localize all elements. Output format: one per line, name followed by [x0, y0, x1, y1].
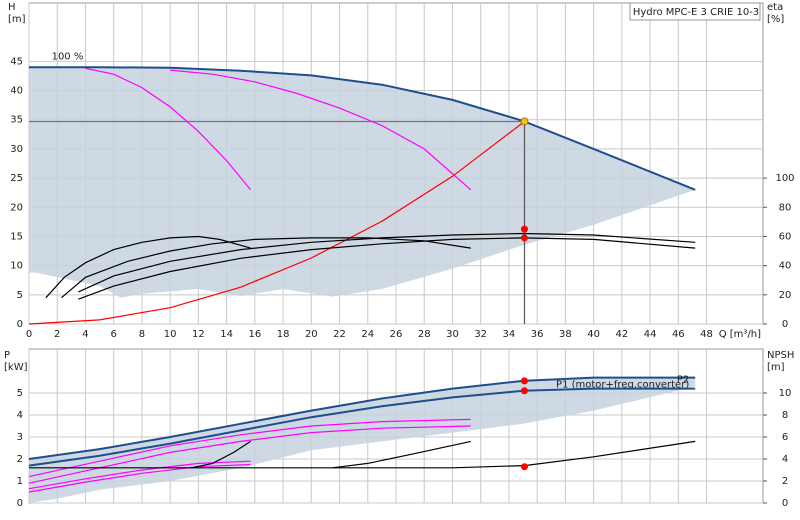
y-tick-label: 35: [10, 115, 23, 126]
x-tick-label: 14: [220, 329, 233, 340]
curve: [45, 235, 251, 299]
envelope-area: [29, 67, 696, 298]
y-tick-label: 5: [17, 388, 23, 399]
x-tick-label: 34: [503, 329, 516, 340]
x-tick-label: 0: [26, 329, 32, 340]
envelope-area: [29, 377, 696, 503]
y2-tick-label: 8: [782, 410, 788, 421]
y2-axis-label: [%]: [767, 14, 784, 25]
x-tick-label: 8: [139, 329, 145, 340]
x-tick-label: 38: [559, 329, 572, 340]
curve: [28, 121, 525, 325]
point: [520, 463, 528, 471]
y-tick-label: 30: [10, 144, 23, 155]
curve: [29, 440, 696, 469]
y2-tick-label: 80: [779, 202, 792, 213]
y-tick-label: 1: [17, 476, 23, 487]
point: [520, 377, 528, 385]
point: [520, 225, 528, 233]
curve: [29, 66, 696, 191]
x-tick-label: 46: [672, 329, 685, 340]
curve: [78, 232, 696, 293]
y2-tick-label: 10: [779, 388, 792, 399]
series-label: P2: [677, 375, 689, 386]
y2-tick-label: 0: [782, 319, 788, 330]
x-tick-label: 42: [615, 329, 628, 340]
curve: [85, 67, 252, 191]
chart-title: Hydro MPC-E 3 CRIE 10-3: [633, 7, 759, 18]
curve: [332, 440, 471, 469]
x-tick-label: 24: [361, 329, 374, 340]
curve: [170, 69, 472, 191]
y-tick-label: 40: [10, 86, 23, 97]
curve: [28, 418, 471, 478]
y2-tick-label: 40: [779, 261, 792, 272]
x-tick-label: 30: [446, 329, 459, 340]
y-tick-label: 0: [17, 498, 23, 509]
x-tick-label: 10: [164, 329, 177, 340]
series-label: P1 (motor+freq.converter): [556, 380, 689, 391]
y2-tick-label: 100: [775, 173, 794, 184]
y-axis-label: H: [8, 2, 16, 13]
x-tick-label: 36: [531, 329, 544, 340]
y-tick-label: 2: [17, 454, 23, 465]
point: [520, 117, 529, 126]
x-tick-label: 6: [111, 329, 117, 340]
x-tick-label: 44: [644, 329, 657, 340]
y-tick-label: 20: [10, 202, 23, 213]
y-tick-label: 45: [10, 56, 23, 67]
x-tick-label: 12: [192, 329, 205, 340]
point: [520, 387, 528, 395]
y-axis-label: [kW]: [4, 362, 28, 373]
x-tick-label: 22: [333, 329, 346, 340]
point: [520, 234, 528, 242]
y2-axis-label: [m]: [767, 362, 785, 373]
y2-axis-label: eta: [767, 2, 783, 13]
x-tick-label: 16: [248, 329, 261, 340]
y-tick-label: 25: [10, 173, 23, 184]
legend-box: [629, 2, 761, 21]
y-tick-label: 0: [17, 319, 23, 330]
curve: [61, 237, 471, 299]
y-tick-label: 5: [17, 290, 23, 301]
x-tick-label: 48: [700, 329, 713, 340]
y-tick-label: 3: [17, 432, 23, 443]
curve: [28, 460, 251, 490]
curve: [28, 376, 696, 460]
curve: [28, 387, 696, 467]
annotation: 100 %: [52, 52, 84, 63]
x-tick-label: 20: [305, 329, 318, 340]
y2-tick-label: 0: [782, 498, 788, 509]
y2-axis-label: NPSH: [767, 350, 794, 361]
x-tick-label: 32: [474, 329, 487, 340]
x-tick-label: 2: [54, 329, 60, 340]
y2-tick-label: 4: [782, 454, 788, 465]
x-axis-label: Q [m³/h]: [719, 329, 761, 340]
x-tick-label: 40: [587, 329, 600, 340]
y-tick-label: 15: [10, 231, 23, 242]
x-tick-label: 4: [82, 329, 88, 340]
y2-tick-label: 6: [782, 432, 788, 443]
y2-tick-label: 20: [779, 290, 792, 301]
y-axis-label: P: [4, 350, 10, 361]
x-tick-label: 26: [390, 329, 403, 340]
x-tick-label: 18: [277, 329, 290, 340]
y2-tick-label: 2: [782, 476, 788, 487]
y2-tick-label: 60: [779, 231, 792, 242]
curve: [78, 237, 696, 300]
y-tick-label: 4: [17, 410, 23, 421]
x-tick-label: 28: [418, 329, 431, 340]
curve: [28, 463, 251, 493]
y-tick-label: 10: [10, 261, 23, 272]
y-axis-label: [m]: [8, 14, 26, 25]
curve: [191, 440, 251, 469]
